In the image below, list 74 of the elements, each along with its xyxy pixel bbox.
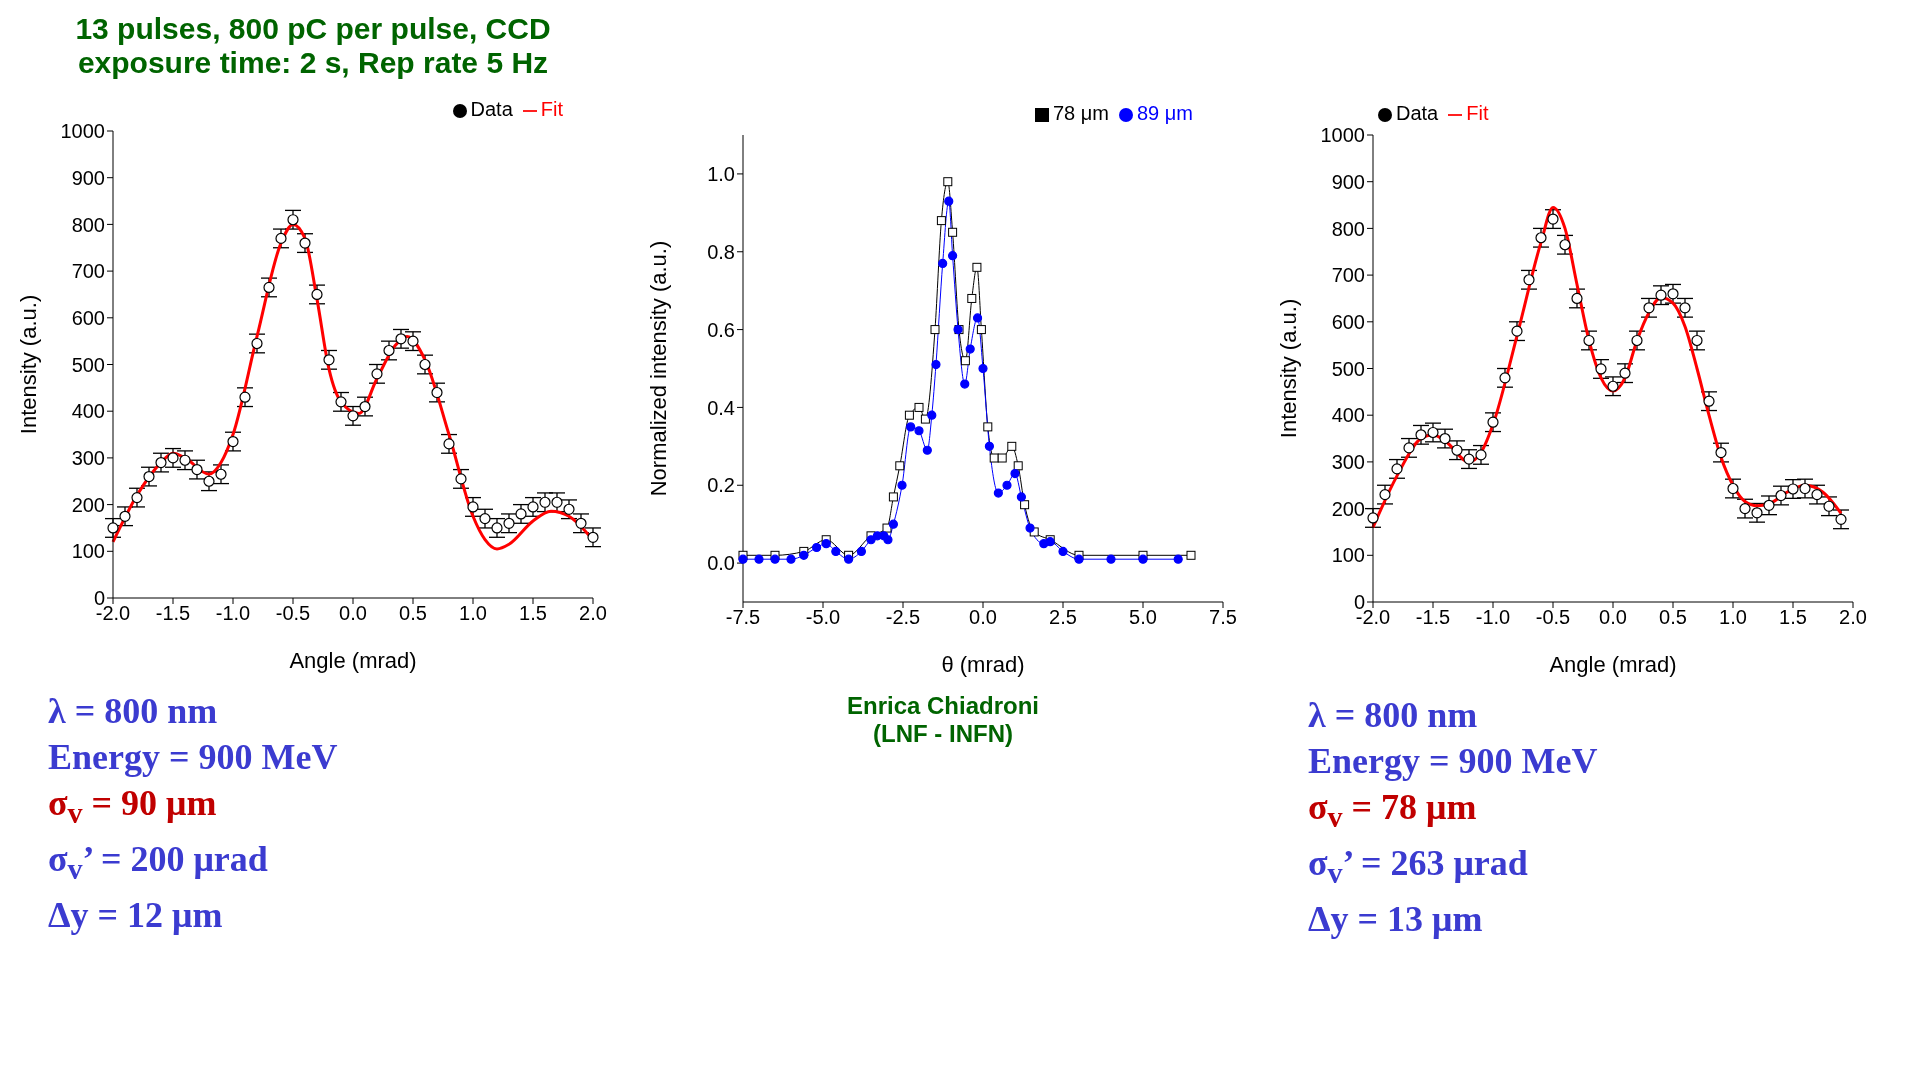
x-axis-title: Angle (mrad) — [1549, 652, 1677, 677]
text: σ$_{v}$’ = 263 μrad — [1308, 842, 1529, 892]
y-tick-label: 400 — [1331, 404, 1365, 427]
y-tick-label: 0.6 — [707, 318, 735, 341]
x-tick-label: 0.5 — [399, 602, 427, 625]
y-axis-title: Intensity (a.u.) — [15, 294, 41, 435]
x-tick-label: -7.5 — [725, 606, 761, 629]
y-tick-label: 900 — [1331, 170, 1365, 193]
y-tick-label: 300 — [1331, 451, 1365, 473]
legend-label: Fit — [1466, 102, 1489, 124]
y-tick-label: 100 — [71, 540, 105, 563]
y-tick-label: 400 — [71, 400, 105, 423]
x-tick-label: 1.0 — [459, 602, 487, 625]
y-tick-label: 1000 — [60, 120, 105, 143]
text: Energy = 900 MeV — [48, 736, 338, 779]
x-axis-title: Angle (mrad) — [289, 648, 417, 673]
legend-label: Data — [1396, 102, 1439, 124]
x-tick-label: 0.0 — [969, 606, 997, 629]
text: σ$_{v}$ = 78 μm — [1308, 786, 1478, 836]
y-tick-label: 0.8 — [707, 240, 735, 263]
y-tick-label: 1.0 — [707, 163, 735, 186]
text: Δy = 12 μm — [48, 894, 224, 938]
x-tick-label: -0.5 — [1535, 606, 1571, 629]
y-tick-label: 200 — [71, 493, 105, 516]
x-tick-label: 0.5 — [1659, 606, 1687, 629]
y-axis-title: Normalized intensity (a.u.) — [645, 240, 671, 497]
x-tick-label: -1.0 — [215, 602, 251, 625]
y-tick-label: 200 — [1331, 497, 1365, 520]
text: σ$_{v}$ = 90 μm — [48, 782, 218, 832]
y-tick-label: 0.4 — [707, 396, 735, 419]
legend-label: Data — [470, 98, 513, 120]
y-tick-label: 700 — [1331, 264, 1365, 287]
legend-label: Fit — [540, 98, 563, 120]
x-tick-label: -1.0 — [1475, 606, 1511, 629]
y-tick-label: 0.0 — [707, 552, 735, 575]
legend-label: 89 μm — [1137, 102, 1193, 124]
x-tick-label: 0.0 — [1599, 606, 1627, 629]
x-tick-label: 2.0 — [1839, 606, 1867, 629]
y-tick-label: 100 — [1331, 544, 1365, 567]
x-tick-label: -2.5 — [885, 606, 921, 629]
y-tick-label: 600 — [1331, 310, 1365, 333]
x-tick-label: 0.0 — [339, 602, 367, 625]
text: λ = 800 nm — [48, 690, 219, 733]
x-tick-label: -1.5 — [155, 602, 191, 625]
y-tick-label: 0.2 — [707, 474, 735, 497]
x-tick-label: 2.0 — [579, 602, 607, 625]
text: Enrica Chiadroni — [846, 692, 1040, 720]
y-tick-label: 600 — [71, 306, 105, 329]
y-tick-label: 700 — [71, 260, 105, 283]
y-tick-label: 300 — [71, 447, 105, 469]
x-tick-label: 7.5 — [1209, 606, 1237, 629]
y-tick-label: 900 — [71, 166, 105, 189]
x-tick-label: -1.5 — [1415, 606, 1451, 629]
text: Δy = 13 μm — [1308, 898, 1484, 942]
legend-label: 78 μm — [1053, 102, 1109, 124]
x-tick-label: 1.0 — [1719, 606, 1747, 629]
y-tick-label: 800 — [71, 213, 105, 236]
x-tick-label: -0.5 — [275, 602, 311, 625]
text: λ = 800 nm — [1308, 694, 1479, 737]
text: σ$_{v}$’ = 200 μrad — [48, 838, 269, 888]
text: (LNF - INFN) — [872, 720, 1014, 748]
x-axis-title: θ (mrad) — [941, 652, 1025, 677]
y-tick-label: 1000 — [1320, 124, 1365, 147]
y-tick-label: 500 — [1331, 357, 1365, 380]
y-axis-title: Intensity (a.u.) — [1275, 298, 1301, 439]
x-tick-label: 2.5 — [1049, 606, 1077, 629]
x-tick-label: 1.5 — [1779, 606, 1807, 629]
y-tick-label: 800 — [1331, 217, 1365, 240]
x-tick-label: -5.0 — [805, 606, 841, 629]
x-tick-label: 1.5 — [519, 602, 547, 625]
x-tick-label: 5.0 — [1129, 606, 1157, 629]
text: Energy = 900 MeV — [1308, 740, 1598, 783]
y-tick-label: 500 — [71, 353, 105, 376]
chart-title: 13 pulses, 800 pC per pulse, CCD exposure time: 2 s, Rep rate 5 Hz — [74, 11, 552, 81]
